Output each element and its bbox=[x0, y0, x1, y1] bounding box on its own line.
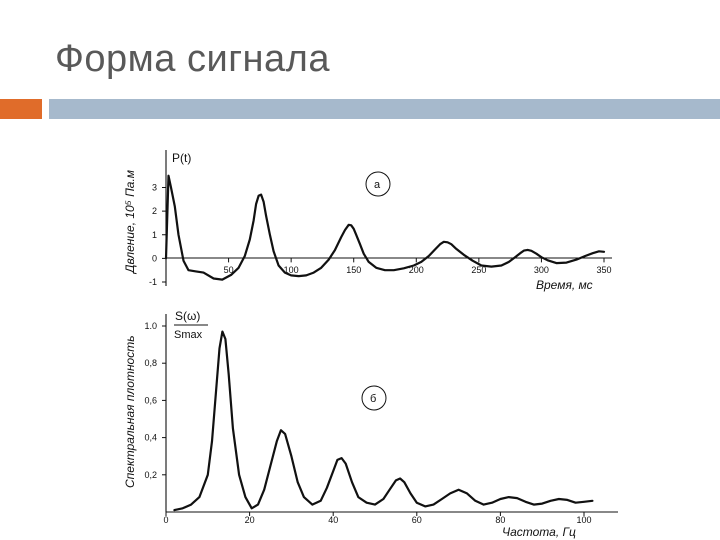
panel-b-x-tick-label: 100 bbox=[576, 515, 591, 525]
panel-b-y-symbol-denominator: Smax bbox=[174, 329, 203, 341]
panel-b-y-tick-label: 0,4 bbox=[144, 433, 157, 443]
panel-a-pressure-chart: 3 2 1 0 -1 50 100 150 200 250 300 350 P(t) Время, … bbox=[123, 150, 612, 292]
accent-bar-blue bbox=[49, 99, 720, 119]
accent-bar-orange bbox=[0, 99, 42, 119]
panel-b-label-circle bbox=[361, 385, 387, 411]
panel-a-label-circle bbox=[365, 171, 391, 197]
panel-a-x-tick-label: 200 bbox=[409, 265, 424, 275]
panel-a-x-tick-label: 150 bbox=[346, 265, 361, 275]
panel-a-x-tick-label: 50 bbox=[224, 265, 234, 275]
panel-a-x-axis-label: Время, мс bbox=[536, 278, 593, 292]
panel-a-y-tick-label: 3 bbox=[152, 183, 157, 193]
panel-a-x-tick-label: 100 bbox=[284, 265, 299, 275]
panel-a-x-tick-label: 350 bbox=[596, 265, 611, 275]
panel-a-y-tick-label: 0 bbox=[152, 253, 157, 263]
panel-a-y-tick-label: 2 bbox=[152, 206, 157, 216]
panel-b-label: б bbox=[370, 393, 376, 405]
slide-title: Форма сигнала bbox=[55, 38, 330, 80]
panel-b-x-tick-label: 20 bbox=[245, 515, 255, 525]
panel-a-x-tick-label: 250 bbox=[471, 265, 486, 275]
panel-a-x-tick-label: 300 bbox=[534, 265, 549, 275]
panel-b-x-tick-label: 0 bbox=[163, 515, 168, 525]
panel-a-pressure-curve bbox=[164, 174, 606, 281]
panel-b-spectrum-chart: 1.0 0,8 0,6 0,4 0,2 0 20 40 60 80 100 S(ω) Smax Ч… bbox=[123, 309, 618, 539]
panel-b-y-tick-label: 0,2 bbox=[144, 470, 157, 480]
panel-b-x-tick-label: 80 bbox=[495, 515, 505, 525]
panel-b-y-axis-label: Спектральная плотность bbox=[123, 335, 137, 488]
panel-b-spectrum-curve bbox=[173, 330, 594, 512]
panel-b-y-tick-label: 1.0 bbox=[144, 321, 157, 331]
panel-b-y-symbol-numerator: S(ω) bbox=[175, 309, 200, 323]
accent-bar-gap bbox=[42, 99, 49, 119]
panel-b-x-tick-label: 60 bbox=[412, 515, 422, 525]
panel-a-y-symbol: P(t) bbox=[172, 151, 191, 165]
panel-b-x-axis-label: Частота, Гц bbox=[502, 525, 576, 539]
panel-a-y-tick-label: 1 bbox=[152, 230, 157, 240]
panel-b-y-tick-label: 0,6 bbox=[144, 395, 157, 405]
panel-a-y-tick-label: -1 bbox=[149, 277, 157, 287]
panel-b-y-tick-label: 0,8 bbox=[144, 358, 157, 368]
panel-a-label: a bbox=[374, 179, 381, 191]
panel-a-y-axis-label: Двление, 10⁵ Па.м bbox=[123, 170, 137, 275]
panel-b-x-tick-label: 40 bbox=[328, 515, 338, 525]
